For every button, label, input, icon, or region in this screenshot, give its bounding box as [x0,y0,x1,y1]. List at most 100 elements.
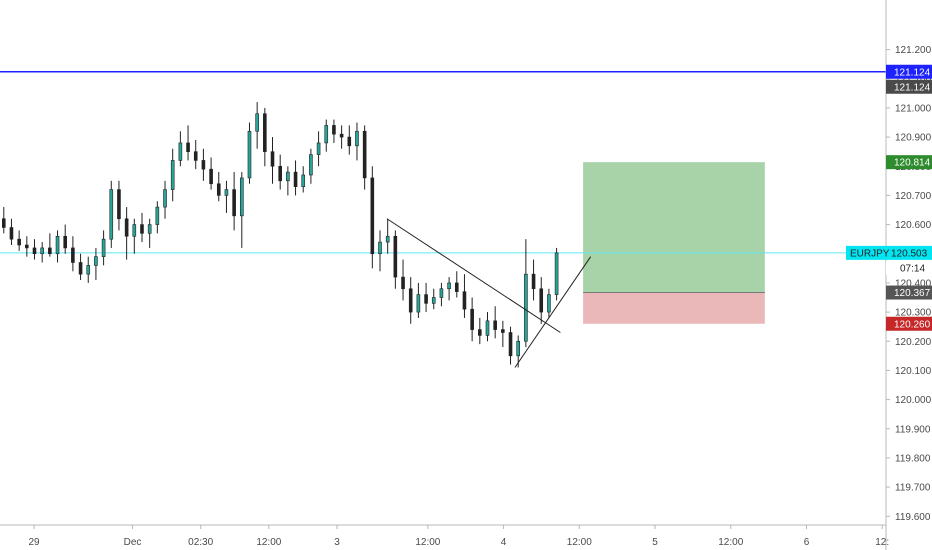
candle-body-down [539,288,544,313]
candle-body-up [224,189,229,196]
candle-body-down [508,332,513,357]
candle [339,125,344,149]
candle-body-down [462,291,467,310]
candle [170,148,175,202]
candle [32,239,37,260]
candle [86,256,91,283]
candle-body-down [332,125,336,135]
candle-body-up [547,294,551,313]
hline-price-tag-text: 121.124 [894,67,931,78]
candle [1,207,6,234]
candle-body-down [186,142,190,152]
x-tick-label: 4 [501,537,507,548]
candle-body-down [270,151,275,167]
candle-body-down [9,227,14,240]
last-price-tag [846,245,932,260]
candle-body-down [32,247,37,255]
candle [101,230,106,266]
candle-body-down [501,329,505,333]
candle-body-up [447,282,451,290]
countdown-tag [886,260,932,275]
candle [447,277,451,301]
candle-body-up [385,235,390,243]
price-tags-layer: 121.124 121.124 120.814 120.367 120.260 EURJP… [846,64,932,331]
candle [478,317,482,345]
candle-body-down [17,238,21,246]
x-tick-label: 12:00 [567,537,592,548]
y-tick-label: 119.800 [895,453,931,464]
candle [501,320,505,348]
entry-price-tag-text: 120.367 [894,288,931,299]
candle [55,230,60,263]
candle [163,180,167,219]
candle-body-down [347,136,352,147]
candle-body-down [193,151,198,161]
candle [209,157,213,190]
hline-price-tag-grey [886,79,932,94]
last-price-label: 120.503 [891,248,928,259]
candle [347,125,352,155]
candle-body-up [286,171,290,182]
candle-body-up [247,130,252,179]
candle-body-up [309,154,313,176]
y-tick-label: 121.000 [895,103,932,114]
trendline [386,218,561,333]
candle [408,277,413,324]
candle [439,282,444,307]
candle [508,326,513,365]
candle-body-down [117,189,121,220]
candle [309,148,313,184]
candle [424,282,428,313]
drawing-layer [0,71,886,254]
candle-body-up [239,177,244,217]
candle [332,119,336,143]
candle-body-down [393,235,398,278]
candle-body-up [40,247,44,255]
position-tool[interactable] [583,162,765,324]
target-price-tag [886,155,932,170]
trendlines-layer[interactable] [386,218,592,368]
candle-body-up [324,125,329,144]
candle [539,277,544,324]
candle [48,233,52,257]
candle-body-up [109,189,114,240]
candle-body-up [155,206,160,225]
candle-body-up [101,238,106,257]
candle [132,218,137,254]
candle [547,288,551,318]
y-tick-label: 119.600 [895,512,931,523]
x-tick-label: 3 [334,537,340,548]
candle-body-down [71,247,75,263]
candle-body-down [293,171,298,187]
candle-body-down [201,160,206,170]
candles-layer [1,102,559,368]
candle [393,230,398,289]
x-tick-label: 12: [875,537,889,548]
candle [255,102,259,149]
y-tick-label: 120.600 [895,220,932,231]
candle [524,239,528,348]
candle [178,131,183,167]
x-tick-label: 12:00 [256,537,281,548]
x-tick-label: Dec [124,537,142,548]
candle-body-up [516,340,521,357]
candle-body-up [178,142,183,161]
candle [109,180,114,248]
candle-body-down [209,168,213,185]
x-tick-label: 12:00 [415,537,440,548]
stop-price-tag [886,316,932,331]
candle-body-down [232,189,236,217]
candle-body-down [278,165,282,182]
candle-body-down [454,282,459,292]
candle [9,218,14,245]
candle [378,230,382,272]
y-tick-label: 121.200 [895,45,932,56]
candle-body-down [408,288,413,313]
candle [239,172,244,248]
candle-body-up [355,130,359,147]
x-tick-label: 29 [29,537,41,548]
candle [17,230,21,251]
y-tick-label: 119.700 [895,483,931,494]
